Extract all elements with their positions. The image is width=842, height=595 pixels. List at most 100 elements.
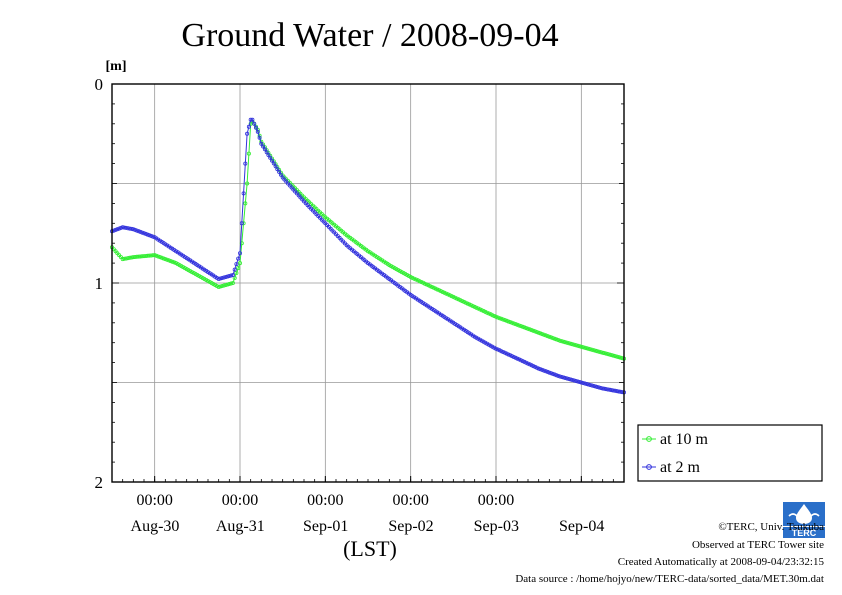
data-point xyxy=(590,383,595,388)
data-point xyxy=(138,229,143,234)
data-point xyxy=(597,349,602,354)
data-point xyxy=(166,258,171,263)
data-point xyxy=(227,273,232,278)
x-date-tick-label: Sep-03 xyxy=(474,518,519,535)
data-point xyxy=(559,374,564,379)
data-point xyxy=(133,254,138,259)
data-point xyxy=(568,341,573,346)
data-point xyxy=(511,321,516,326)
data-point xyxy=(147,253,152,258)
data-point xyxy=(614,354,619,359)
data-point xyxy=(582,381,587,386)
data-point xyxy=(574,378,579,383)
data-point xyxy=(527,327,532,332)
data-point xyxy=(257,135,262,140)
data-point xyxy=(509,320,514,325)
data-point xyxy=(572,378,577,383)
data-series-layer xyxy=(110,117,627,395)
data-point xyxy=(508,320,513,325)
data-point xyxy=(559,339,564,344)
data-point xyxy=(524,326,529,331)
data-point xyxy=(129,226,134,231)
y-tick-label: 0 xyxy=(95,75,104,94)
data-point xyxy=(607,352,612,357)
data-point xyxy=(143,231,148,236)
data-point xyxy=(581,345,586,350)
data-point xyxy=(561,339,566,344)
data-point xyxy=(547,334,552,339)
data-point xyxy=(141,231,146,236)
series-at-10-m xyxy=(110,119,627,361)
data-point xyxy=(278,172,283,177)
data-point xyxy=(266,152,271,157)
data-point xyxy=(159,255,164,260)
data-point xyxy=(172,260,177,265)
data-point xyxy=(575,343,580,348)
data-point xyxy=(149,253,154,258)
legend-label-10m: at 10 m xyxy=(660,431,709,448)
data-point xyxy=(581,380,586,385)
data-point xyxy=(127,255,132,260)
data-point xyxy=(141,254,146,259)
data-point xyxy=(613,354,618,359)
data-point xyxy=(598,350,603,355)
data-point xyxy=(501,317,506,322)
data-point xyxy=(264,150,269,155)
data-point xyxy=(157,255,162,260)
y-axis-unit-label: [m] xyxy=(106,59,127,74)
data-point xyxy=(165,257,170,262)
data-point xyxy=(588,347,593,352)
data-point xyxy=(566,341,571,346)
data-point xyxy=(575,379,580,384)
data-point xyxy=(538,331,543,336)
data-point xyxy=(232,275,237,280)
x-axis-label: (LST) xyxy=(343,536,397,561)
x-time-tick-label: 00:00 xyxy=(478,492,514,509)
observed-site-text: Observed at TERC Tower site xyxy=(691,539,824,551)
data-point xyxy=(611,353,616,358)
data-point xyxy=(236,256,241,261)
x-time-tick-label: 00:00 xyxy=(307,492,343,509)
data-point xyxy=(229,273,234,278)
data-point xyxy=(538,367,543,372)
data-point xyxy=(540,332,545,337)
data-point xyxy=(593,384,598,389)
data-point xyxy=(252,121,257,126)
data-point xyxy=(223,274,228,279)
data-point xyxy=(245,131,250,136)
data-point xyxy=(606,352,611,357)
legend-marker-2m xyxy=(646,464,652,470)
data-point xyxy=(273,164,278,169)
terc-logo: TERC xyxy=(783,502,825,538)
data-point xyxy=(586,382,591,387)
data-point xyxy=(565,376,570,381)
data-point xyxy=(591,348,596,353)
data-point xyxy=(227,281,232,286)
data-point xyxy=(616,355,621,360)
data-point xyxy=(229,281,234,286)
data-point xyxy=(493,314,498,319)
data-point xyxy=(600,350,605,355)
data-point xyxy=(609,388,614,393)
x-date-tick-label: Sep-04 xyxy=(559,518,604,535)
data-point xyxy=(618,389,623,394)
series-line xyxy=(111,121,625,360)
data-point xyxy=(607,387,612,392)
data-point xyxy=(236,266,241,271)
data-point xyxy=(250,117,255,122)
data-point xyxy=(563,375,568,380)
data-point xyxy=(611,388,616,393)
data-point xyxy=(554,373,559,378)
data-point xyxy=(614,389,619,394)
data-point xyxy=(124,256,129,261)
chart-title: Ground Water / 2008-09-04 xyxy=(181,17,558,54)
data-point xyxy=(558,374,563,379)
data-point xyxy=(117,226,122,231)
data-point xyxy=(170,259,175,264)
data-point xyxy=(122,225,127,230)
data-point xyxy=(268,155,273,160)
data-point xyxy=(499,316,504,321)
data-source-text: Data source : /home/hojyo/new/TERC-data/… xyxy=(515,573,824,585)
data-point xyxy=(542,368,547,373)
